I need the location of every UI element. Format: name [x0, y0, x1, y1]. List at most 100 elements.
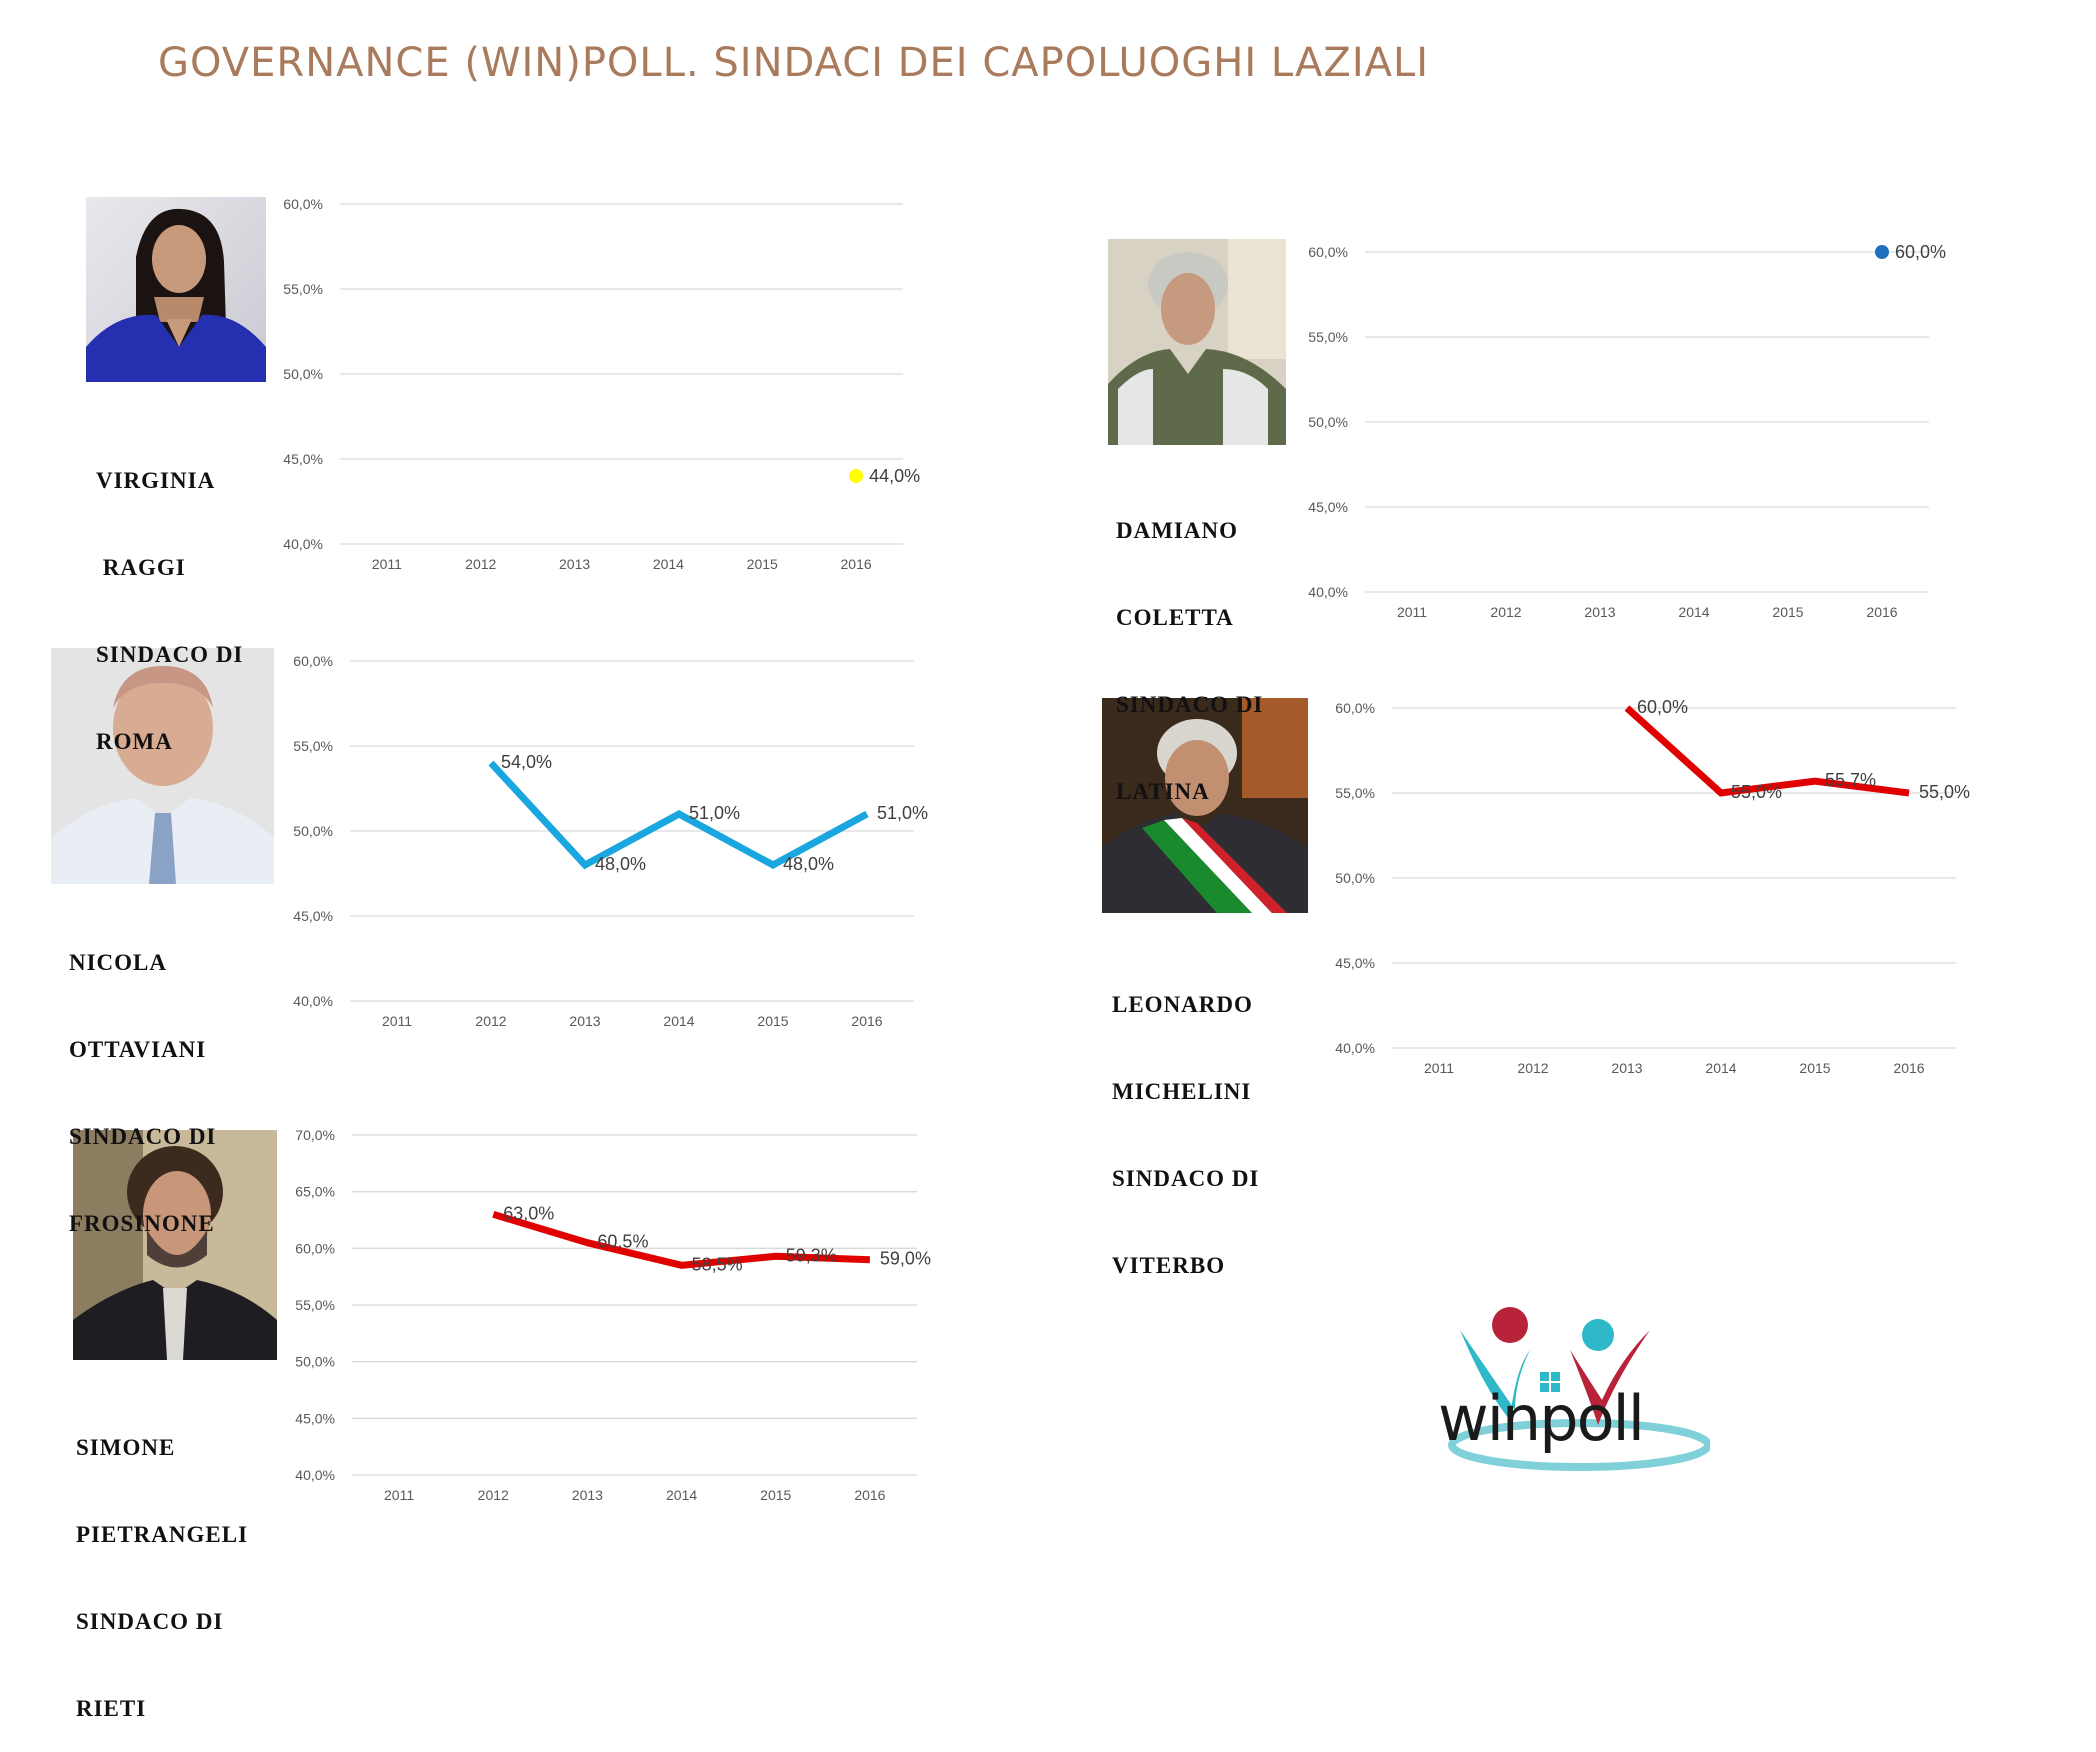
y-tick-label: 55,0%: [1335, 785, 1375, 801]
caption-line: SIMONE: [76, 1435, 176, 1460]
x-tick-label: 2012: [1490, 604, 1521, 620]
x-tick-label: 2011: [1397, 604, 1427, 620]
x-tick-label: 2015: [747, 556, 778, 572]
data-label: 60,0%: [1895, 242, 1946, 262]
data-label: 63,0%: [503, 1203, 554, 1223]
x-tick-label: 2016: [1866, 604, 1897, 620]
caption-line: RIETI: [76, 1696, 147, 1721]
data-label: 55,7%: [1825, 770, 1876, 790]
caption-line: VIRGINIA: [96, 468, 216, 493]
data-label: 48,0%: [783, 854, 834, 874]
caption-roma: VIRGINIA RAGGI SINDACO DI ROMA: [96, 408, 243, 785]
y-tick-label: 60,0%: [1308, 244, 1348, 260]
x-tick-label: 2013: [572, 1487, 603, 1503]
portrait-man-icon: [51, 648, 274, 884]
data-point: [1875, 245, 1889, 259]
x-tick-label: 2016: [1893, 1060, 1924, 1076]
y-tick-label: 40,0%: [293, 993, 333, 1009]
caption-line: OTTAVIANI: [69, 1037, 207, 1062]
data-point: [849, 469, 864, 483]
data-label: 60,5%: [597, 1232, 648, 1252]
caption-line: SINDACO DI: [96, 642, 244, 667]
y-tick-label: 40,0%: [295, 1467, 335, 1483]
y-tick-label: 45,0%: [1335, 955, 1375, 971]
x-tick-label: 2015: [1772, 604, 1803, 620]
caption-line: FROSINONE: [69, 1211, 215, 1236]
x-tick-label: 2014: [666, 1487, 697, 1503]
caption-line: VITERBO: [1112, 1253, 1226, 1278]
y-tick-label: 50,0%: [295, 1354, 335, 1370]
caption-line: NICOLA: [69, 950, 168, 975]
data-label: 55,0%: [1731, 782, 1782, 802]
caption-line: SINDACO DI: [1116, 692, 1264, 717]
x-tick-label: 2013: [1584, 604, 1615, 620]
data-label: 59,0%: [880, 1249, 931, 1269]
series-line: [488, 760, 869, 870]
y-tick-label: 45,0%: [283, 451, 323, 467]
logo-text: winpoll: [1438, 1382, 1643, 1455]
x-tick-label: 2012: [1517, 1060, 1548, 1076]
caption-line: PIETRANGELI: [76, 1522, 249, 1547]
x-tick-label: 2016: [851, 1013, 882, 1029]
data-label: 48,0%: [595, 854, 646, 874]
y-tick-label: 70,0%: [295, 1127, 335, 1143]
y-tick-label: 50,0%: [1335, 870, 1375, 886]
x-tick-label: 2011: [372, 556, 402, 572]
caption-line: LEONARDO: [1112, 992, 1253, 1017]
y-tick-label: 60,0%: [293, 653, 333, 669]
x-tick-label: 2014: [1678, 604, 1709, 620]
series-line: [1624, 705, 1910, 797]
x-tick-label: 2013: [569, 1013, 600, 1029]
portrait-man-beard-icon: [73, 1130, 277, 1360]
y-tick-label: 60,0%: [295, 1240, 335, 1256]
x-tick-label: 2014: [663, 1013, 694, 1029]
y-tick-label: 60,0%: [1335, 700, 1375, 716]
x-tick-label: 2016: [841, 556, 872, 572]
caption-line: ROMA: [96, 729, 173, 754]
x-tick-label: 2011: [382, 1013, 412, 1029]
y-tick-label: 55,0%: [1308, 329, 1348, 345]
data-label: 60,0%: [1637, 697, 1688, 717]
portrait-woman-icon: [86, 197, 266, 382]
y-tick-label: 40,0%: [283, 536, 323, 552]
y-tick-label: 45,0%: [1308, 499, 1348, 515]
caption-line: DAMIANO: [1116, 518, 1238, 543]
x-tick-label: 2015: [757, 1013, 788, 1029]
x-tick-label: 2015: [760, 1487, 791, 1503]
data-label: 59,3%: [786, 1245, 837, 1265]
x-tick-label: 2014: [653, 556, 684, 572]
y-tick-label: 45,0%: [295, 1410, 335, 1426]
x-tick-label: 2013: [1611, 1060, 1642, 1076]
x-tick-label: 2012: [478, 1487, 509, 1503]
caption-line: MICHELINI: [1112, 1079, 1252, 1104]
data-label: 44,0%: [869, 466, 920, 486]
y-tick-label: 40,0%: [1335, 1040, 1375, 1056]
x-tick-label: 2013: [559, 556, 590, 572]
data-label: 55,0%: [1919, 782, 1970, 802]
charts-canvas: 60,0% 55,0% 50,0% 45,0% 40,0% 2011 2012 2013 201…: [283, 196, 1970, 1503]
series-line: [492, 1210, 871, 1269]
caption-line: SINDACO DI: [76, 1609, 224, 1634]
portrait-man-sash-icon: [1102, 698, 1308, 913]
x-tick-label: 2011: [1424, 1060, 1454, 1076]
caption-viterbo: LEONARDO MICHELINI SINDACO DI VITERBO: [1112, 932, 1259, 1309]
y-tick-label: 50,0%: [1308, 414, 1348, 430]
y-tick-label: 50,0%: [293, 823, 333, 839]
x-tick-label: 2014: [1705, 1060, 1736, 1076]
page-title: GOVERNANCE (WIN)POLL. SINDACI DEI CAPOLU…: [158, 40, 1430, 86]
y-tick-label: 50,0%: [283, 366, 323, 382]
y-tick-label: 55,0%: [283, 281, 323, 297]
winpoll-logo-icon: winpoll: [1430, 1300, 1712, 1480]
caption-latina: DAMIANO COLETTA SINDACO DI LATINA: [1116, 458, 1263, 835]
x-tick-label: 2012: [465, 556, 496, 572]
x-tick-label: 2015: [1799, 1060, 1830, 1076]
data-label: 51,0%: [877, 803, 928, 823]
data-label: 54,0%: [501, 752, 552, 772]
y-tick-label: 65,0%: [295, 1184, 335, 1200]
data-label: 51,0%: [689, 803, 740, 823]
x-tick-label: 2016: [854, 1487, 885, 1503]
caption-line: LATINA: [1116, 779, 1210, 804]
y-tick-label: 45,0%: [293, 908, 333, 924]
caption-frosinone: NICOLA OTTAVIANI SINDACO DI FROSINONE: [69, 890, 216, 1267]
y-tick-label: 60,0%: [283, 196, 323, 212]
